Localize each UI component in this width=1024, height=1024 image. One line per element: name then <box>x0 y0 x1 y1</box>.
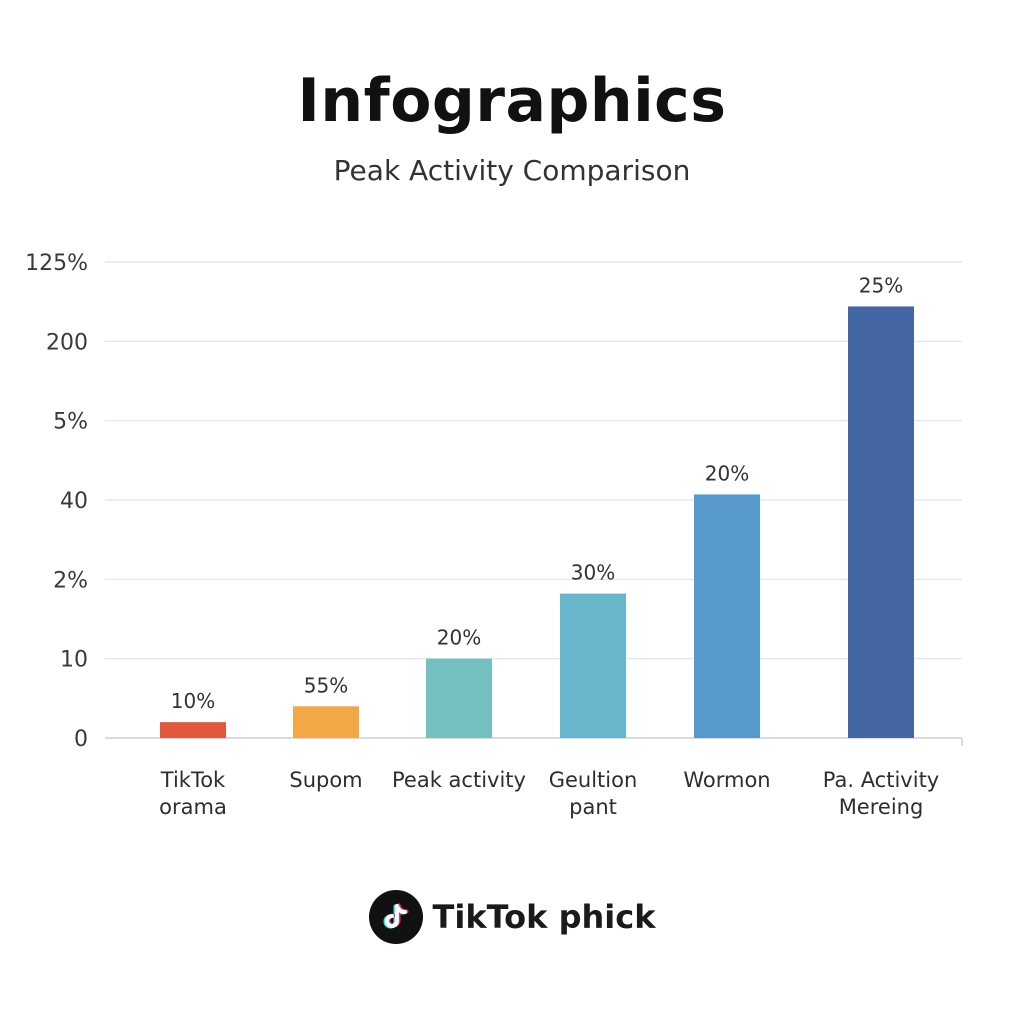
y-tick-label: 0 <box>74 727 88 752</box>
x-tick-label: TikTok <box>160 768 226 792</box>
y-tick-label: 40 <box>60 489 88 514</box>
x-tick-label: Wormon <box>683 768 770 792</box>
y-tick-label: 2% <box>53 568 88 593</box>
tiktok-note-icon <box>368 890 423 944</box>
page-subtitle: Peak Activity Comparison <box>333 154 691 187</box>
bar <box>694 494 760 738</box>
x-tick-label: Mereing <box>839 795 924 819</box>
data-label: 30% <box>571 561 615 585</box>
x-tick-label: orama <box>159 795 227 819</box>
y-tick-label: 10 <box>60 648 88 673</box>
x-tick-label: Supom <box>289 768 362 792</box>
bar <box>560 593 626 738</box>
data-label: 20% <box>705 461 749 485</box>
bar <box>160 722 226 738</box>
x-tick-label: pant <box>569 795 617 819</box>
y-tick-label: 5% <box>53 410 88 435</box>
y-tick-label: 125% <box>25 251 88 276</box>
x-tick-label: Pa. Activity <box>823 768 939 792</box>
bar <box>848 306 914 738</box>
brand-name: TikTok phick <box>432 898 656 936</box>
data-label: 20% <box>437 626 481 650</box>
bar <box>293 706 359 738</box>
bar <box>426 658 492 738</box>
page-title: Infographics <box>297 66 727 136</box>
x-tick-label: Geultion <box>549 768 638 792</box>
y-tick-label: 200 <box>46 330 88 355</box>
x-tick-label: Peak activity <box>392 768 526 792</box>
data-label: 25% <box>859 273 903 297</box>
data-label: 10% <box>171 689 215 713</box>
brand-footer: TikTok phick <box>0 890 1024 944</box>
data-label: 55% <box>304 673 348 697</box>
